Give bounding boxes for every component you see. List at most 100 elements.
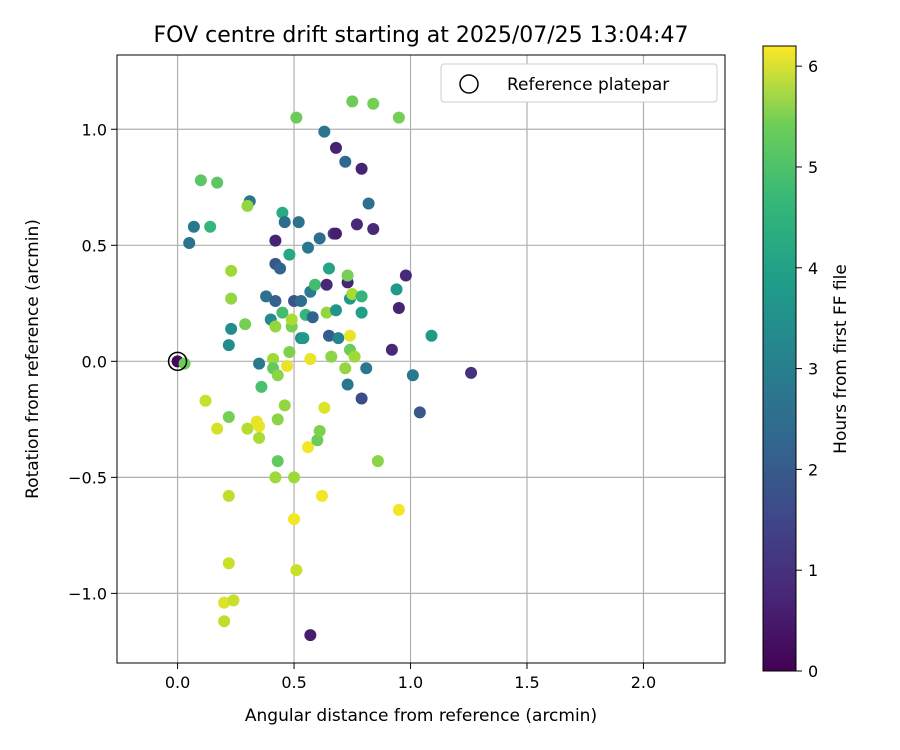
data-point <box>276 206 289 219</box>
legend: Reference platepar <box>440 63 718 103</box>
data-point <box>288 471 301 484</box>
chart-title: FOV centre drift starting at 2025/07/25 … <box>154 23 689 48</box>
data-point <box>355 290 368 303</box>
data-point <box>241 199 254 212</box>
data-point <box>183 236 196 249</box>
x-tick-label: 1.5 <box>514 673 539 692</box>
data-point <box>306 311 319 324</box>
data-point <box>269 294 282 307</box>
data-point <box>253 431 266 444</box>
data-point <box>329 141 342 154</box>
x-tick-label: 0.0 <box>165 673 190 692</box>
y-axis-label: Rotation from reference (arcmin) <box>23 219 43 499</box>
data-point <box>227 594 240 607</box>
data-point <box>406 369 419 382</box>
data-point <box>341 378 354 391</box>
data-point <box>343 329 356 342</box>
data-point <box>413 406 426 419</box>
data-point <box>339 362 352 375</box>
data-point <box>329 304 342 317</box>
legend-reference-marker <box>459 74 479 94</box>
data-point <box>339 155 352 168</box>
data-point <box>297 332 310 345</box>
data-point <box>371 455 384 468</box>
y-tick-label: −0.5 <box>68 468 107 487</box>
colorbar-ticks: 0 1 2 3 4 5 6 <box>796 57 818 681</box>
data-point <box>276 306 289 319</box>
legend-box <box>440 63 718 103</box>
data-point <box>260 290 273 303</box>
data-point <box>355 392 368 405</box>
data-point <box>218 596 231 609</box>
colorbar-tick-label: 2 <box>808 460 818 479</box>
data-point <box>290 111 303 124</box>
data-point <box>285 313 298 326</box>
data-point <box>269 234 282 247</box>
data-point <box>253 420 266 433</box>
data-point <box>318 125 331 138</box>
colorbar-tick-label: 0 <box>808 662 818 681</box>
data-point <box>346 288 359 301</box>
data-point <box>187 220 200 233</box>
data-point <box>392 301 405 314</box>
data-point <box>271 455 284 468</box>
data-point <box>318 401 331 414</box>
data-point <box>222 557 235 570</box>
data-point <box>315 489 328 502</box>
legend-entry-label: Reference platepar <box>507 75 669 95</box>
colorbar-tick-label: 5 <box>808 158 818 177</box>
y-tick-label: −1.0 <box>68 584 107 603</box>
data-point <box>390 283 403 296</box>
data-point <box>367 97 380 110</box>
data-point <box>241 422 254 435</box>
data-point <box>239 318 252 331</box>
data-point <box>288 513 301 526</box>
colorbar-tick-label: 6 <box>808 57 818 76</box>
data-point <box>225 264 238 277</box>
data-point <box>222 339 235 352</box>
data-point <box>199 394 212 407</box>
colorbar-gradient <box>762 45 797 672</box>
data-point <box>329 227 342 240</box>
data-point <box>309 278 322 291</box>
data-point <box>346 95 359 108</box>
colorbar-tick-label: 4 <box>808 259 818 278</box>
data-point <box>292 216 305 229</box>
data-point <box>350 218 363 231</box>
colorbar-label: Hours from first FF file <box>831 264 851 454</box>
data-point <box>225 322 238 335</box>
reference-platepar-marker <box>167 351 188 372</box>
data-point <box>341 269 354 282</box>
data-point <box>355 306 368 319</box>
data-point <box>332 332 345 345</box>
data-point <box>278 399 291 412</box>
data-point <box>283 248 296 261</box>
data-point <box>325 350 338 363</box>
data-point <box>194 174 207 187</box>
data-point <box>274 262 287 275</box>
data-point <box>211 422 224 435</box>
data-point <box>465 366 478 379</box>
x-tick-label: 2.0 <box>631 673 656 692</box>
data-point <box>290 564 303 577</box>
data-point <box>322 329 335 342</box>
data-point <box>278 216 291 229</box>
y-tick-label: 0.5 <box>82 236 107 255</box>
data-point <box>425 329 438 342</box>
data-point <box>211 176 224 189</box>
y-tick-label: 0.0 <box>82 352 107 371</box>
data-point <box>267 353 280 365</box>
data-point <box>385 343 398 356</box>
grid-lines <box>117 55 725 663</box>
data-point <box>269 471 282 484</box>
data-point <box>271 413 284 426</box>
data-point <box>392 503 405 516</box>
data-point <box>253 357 266 370</box>
colorbar: 0 1 2 3 4 5 6 Hours from first FF file <box>762 45 851 681</box>
data-point <box>222 489 235 502</box>
data-point <box>311 434 324 447</box>
x-axis-ticks: 0.0 0.5 1.0 1.5 2.0 <box>165 663 656 692</box>
data-point <box>392 111 405 124</box>
